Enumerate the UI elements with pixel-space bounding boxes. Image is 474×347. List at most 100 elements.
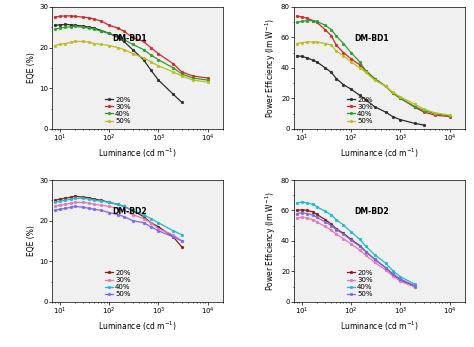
30%: [348, 57, 354, 61]
20%: [72, 23, 77, 27]
40%: [155, 58, 161, 62]
30%: [383, 268, 388, 272]
30%: [130, 35, 136, 40]
30%: [390, 91, 396, 95]
40%: [57, 199, 63, 203]
50%: [170, 70, 176, 74]
Line: 50%: 50%: [54, 205, 183, 242]
50%: [363, 249, 369, 254]
40%: [363, 244, 369, 248]
30%: [68, 14, 74, 18]
40%: [121, 37, 127, 42]
50%: [328, 43, 334, 47]
50%: [294, 211, 300, 215]
30%: [314, 20, 319, 24]
50%: [341, 53, 346, 58]
20%: [383, 110, 388, 114]
40%: [81, 25, 86, 29]
40%: [398, 275, 403, 279]
30%: [155, 52, 161, 56]
40%: [99, 199, 104, 203]
40%: [390, 269, 396, 273]
40%: [179, 72, 185, 76]
50%: [52, 209, 58, 213]
50%: [390, 90, 396, 94]
40%: [383, 261, 388, 265]
20%: [99, 28, 104, 33]
30%: [91, 17, 97, 21]
50%: [412, 284, 418, 288]
20%: [372, 105, 377, 109]
Y-axis label: EQE (%): EQE (%): [27, 52, 36, 83]
40%: [390, 91, 396, 95]
30%: [390, 274, 396, 278]
30%: [57, 203, 63, 207]
40%: [170, 66, 176, 70]
20%: [52, 198, 58, 202]
20%: [63, 22, 68, 26]
20%: [390, 115, 396, 119]
20%: [141, 214, 146, 219]
40%: [106, 200, 112, 204]
40%: [363, 69, 369, 73]
20%: [81, 24, 86, 28]
20%: [52, 23, 58, 27]
50%: [81, 40, 86, 44]
X-axis label: Luminance (cd m$^{-1}$): Luminance (cd m$^{-1}$): [98, 320, 177, 333]
50%: [348, 60, 354, 64]
40%: [130, 209, 136, 213]
40%: [304, 201, 310, 205]
30%: [333, 232, 339, 236]
30%: [432, 113, 438, 117]
Line: 30%: 30%: [54, 201, 183, 242]
30%: [121, 29, 127, 33]
30%: [72, 200, 77, 204]
50%: [106, 43, 112, 48]
20%: [130, 209, 136, 213]
30%: [328, 34, 334, 38]
30%: [304, 216, 310, 220]
Legend: 20%, 30%, 40%, 50%: 20%, 30%, 40%, 50%: [345, 269, 374, 298]
20%: [87, 196, 92, 200]
40%: [91, 198, 97, 202]
50%: [205, 80, 210, 84]
20%: [179, 100, 185, 104]
Line: 40%: 40%: [296, 201, 417, 286]
20%: [155, 225, 161, 229]
50%: [91, 207, 97, 211]
30%: [322, 225, 328, 229]
50%: [357, 66, 363, 70]
Y-axis label: Power Efficiency (lm W$^{-1}$): Power Efficiency (lm W$^{-1}$): [264, 191, 278, 291]
30%: [87, 201, 92, 205]
Legend: 20%, 30%, 40%, 50%: 20%, 30%, 40%, 50%: [103, 95, 132, 125]
30%: [68, 201, 74, 205]
20%: [99, 198, 104, 202]
20%: [310, 58, 316, 62]
40%: [148, 217, 154, 221]
40%: [348, 51, 354, 55]
50%: [322, 220, 328, 224]
X-axis label: Luminance (cd m$^{-1}$): Luminance (cd m$^{-1}$): [340, 146, 419, 160]
40%: [341, 223, 346, 227]
50%: [155, 229, 161, 233]
20%: [363, 249, 369, 254]
30%: [383, 84, 388, 88]
30%: [99, 19, 104, 23]
20%: [314, 60, 319, 64]
40%: [106, 31, 112, 35]
20%: [155, 78, 161, 82]
20%: [357, 93, 363, 98]
50%: [99, 209, 104, 213]
30%: [130, 212, 136, 217]
50%: [333, 227, 339, 231]
50%: [81, 205, 86, 209]
40%: [68, 25, 74, 29]
40%: [357, 60, 363, 64]
30%: [294, 216, 300, 220]
30%: [52, 204, 58, 209]
40%: [310, 202, 316, 206]
50%: [412, 102, 418, 107]
30%: [294, 14, 300, 18]
40%: [328, 213, 334, 217]
50%: [421, 107, 427, 111]
